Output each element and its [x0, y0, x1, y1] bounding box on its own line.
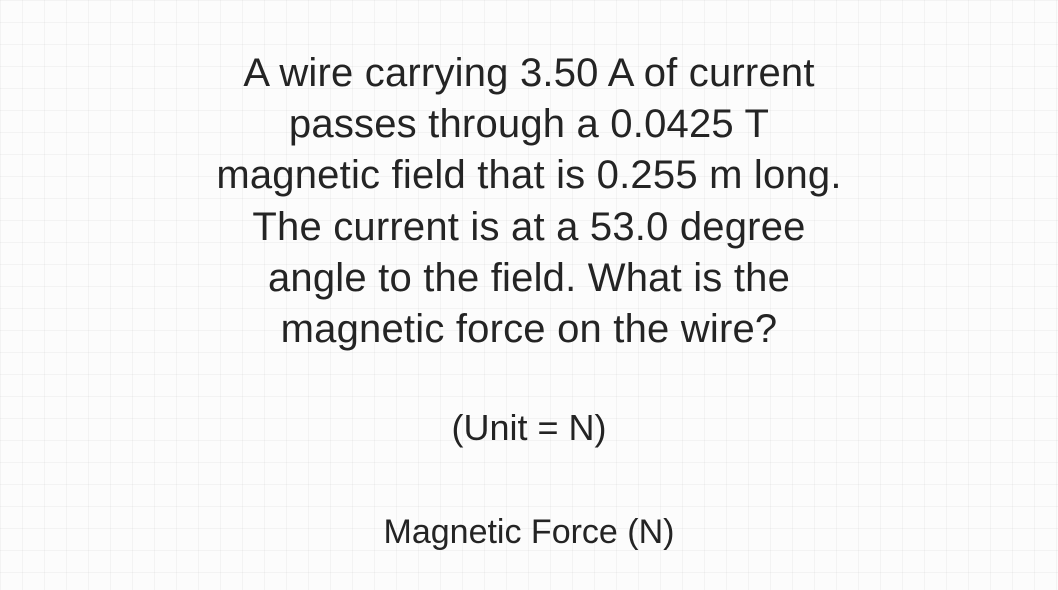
problem-line: A wire carrying 3.50 A of current	[90, 48, 968, 99]
problem-line: The current is at a 53.0 degree	[90, 202, 968, 253]
answer-label: Magnetic Force (N)	[0, 513, 1058, 552]
problem-line: magnetic field that is 0.255 m long.	[90, 150, 968, 201]
problem-line: magnetic force on the wire?	[90, 304, 968, 355]
problem-container: A wire carrying 3.50 A of current passes…	[0, 48, 1058, 552]
problem-line: passes through a 0.0425 T	[90, 99, 968, 150]
problem-statement: A wire carrying 3.50 A of current passes…	[0, 48, 1058, 355]
problem-line: angle to the field. What is the	[90, 253, 968, 304]
unit-label: (Unit = N)	[0, 407, 1058, 449]
